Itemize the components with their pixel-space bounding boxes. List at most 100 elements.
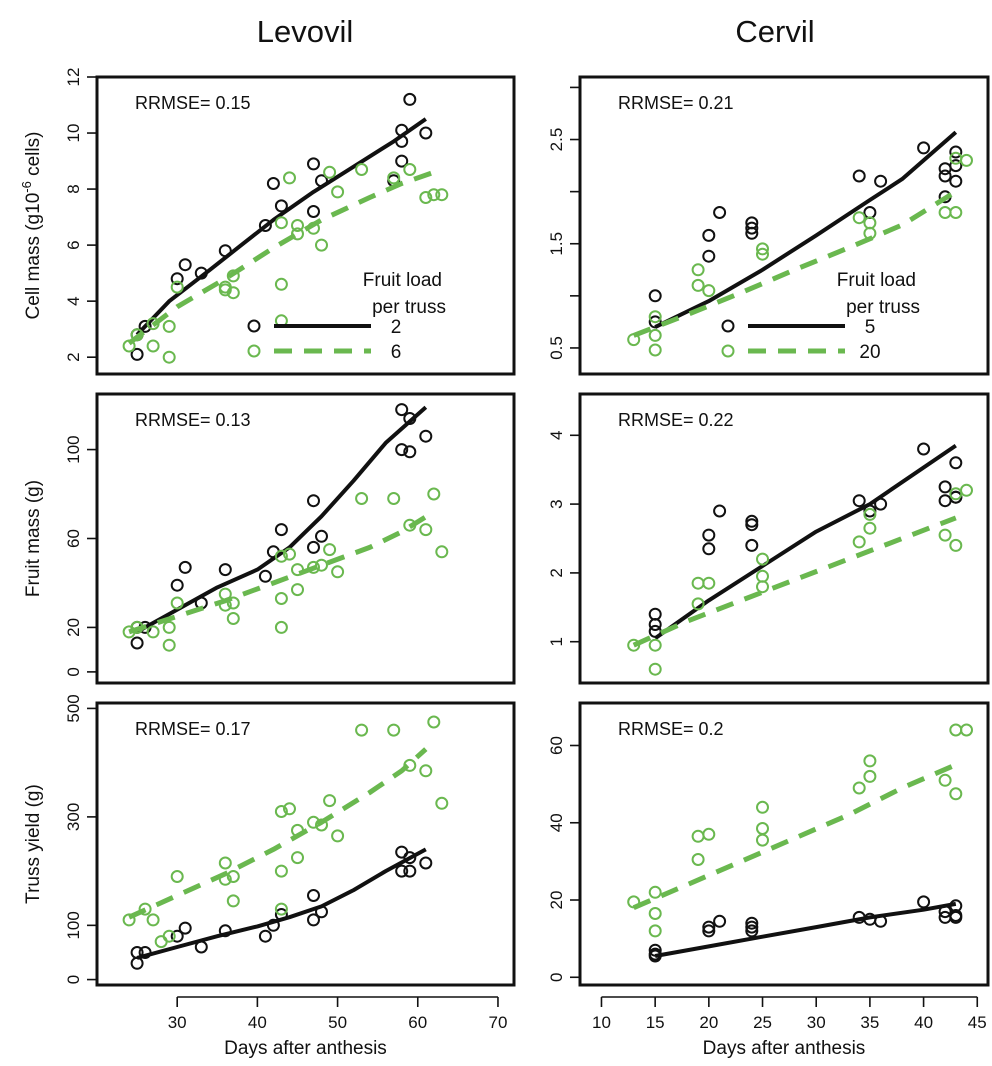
data-point-6-20	[331, 185, 345, 199]
y-tick-label: 4	[64, 296, 83, 305]
panel-cervil-2: 0 20 40 60 10 15 20 25 30 35 40 45 Days after anthes…	[547, 701, 990, 1059]
fit-line-2	[136, 405, 428, 634]
data-point-2-4	[178, 258, 192, 272]
data-point-5-8	[745, 538, 759, 552]
data-point-20-8	[756, 247, 769, 261]
y-axis-title: Truss yield (g)	[23, 784, 44, 904]
data-point-20-11	[863, 226, 877, 240]
x-tick-label: 35	[860, 1013, 879, 1032]
data-point-2-10	[307, 913, 320, 927]
data-point-20-4	[691, 597, 705, 611]
data-point-2-10	[307, 540, 320, 554]
data-point-5-3	[702, 528, 716, 542]
data-point-6-22	[387, 171, 401, 185]
data-point-6-20	[355, 723, 369, 737]
y-tick-label: 0	[547, 973, 566, 982]
data-point-2-8	[266, 918, 280, 932]
column-title-cervil: Cervil	[735, 14, 814, 49]
data-point-6-21	[387, 723, 401, 737]
data-point-20-12	[938, 206, 952, 219]
data-point-5-2	[648, 624, 662, 638]
x-tick-label: 15	[646, 1013, 665, 1032]
data-point-20-3	[648, 924, 662, 938]
legend-title-line2: per truss	[846, 297, 920, 318]
data-point-6-17	[315, 558, 328, 572]
data-point-2-1	[130, 946, 144, 959]
data-point-2-11	[307, 889, 320, 902]
data-point-6-22	[403, 518, 417, 532]
x-tick-label: 20	[699, 1013, 718, 1032]
data-point-5-3	[702, 249, 716, 263]
y-tick-label: 60	[547, 736, 566, 755]
data-point-5-17	[949, 910, 963, 924]
data-point-5-17	[949, 174, 963, 188]
data-point-2-12	[315, 174, 328, 188]
x-tick-label: 60	[408, 1013, 427, 1032]
data-point-2-18	[419, 126, 433, 140]
data-point-5-1	[648, 315, 662, 329]
legend-title-line1: Fruit load	[363, 270, 442, 291]
data-point-6-14	[283, 171, 296, 185]
data-point-6-21	[355, 163, 369, 176]
data-point-5-10	[874, 174, 888, 188]
data-point-20-2	[648, 638, 662, 652]
data-point-20-13	[938, 773, 952, 787]
data-point-6-4	[162, 620, 176, 634]
data-point-5-4	[713, 206, 727, 219]
y-tick-label: 20	[64, 618, 83, 637]
data-point-20-1	[648, 343, 662, 357]
data-point-20-2	[648, 328, 662, 342]
plot-frame	[578, 701, 990, 987]
data-point-5-16	[949, 159, 963, 173]
data-point-5-12	[917, 442, 931, 456]
panel-cervil-0: 0.5 1.5 2.5 RRMSE= 0.21 Fruit load per truss5…	[547, 75, 990, 376]
data-point-20-1	[648, 885, 662, 899]
data-point-5-8	[745, 924, 759, 938]
y-tick-label: 6	[64, 240, 83, 249]
data-point-20-16	[960, 723, 973, 737]
data-point-6-24	[427, 487, 441, 501]
data-point-20-6	[702, 284, 716, 298]
data-point-6-0	[122, 339, 136, 353]
data-point-6-12	[274, 805, 288, 818]
data-point-2-9	[274, 523, 288, 537]
data-point-5-3	[702, 920, 716, 934]
data-point-20-12	[938, 528, 952, 542]
data-point-20-0	[627, 638, 641, 652]
data-point-5-13	[938, 480, 952, 494]
data-point-20-15	[960, 153, 973, 167]
x-tick-label: 45	[968, 1013, 987, 1032]
data-point-20-15	[960, 483, 973, 497]
data-point-6-3	[154, 935, 168, 949]
data-point-20-8	[756, 822, 769, 835]
data-point-20-1	[648, 662, 662, 676]
data-point-6-18	[323, 794, 337, 808]
data-point-2-13	[395, 864, 409, 878]
data-point-5-14	[938, 162, 952, 176]
data-point-2-3	[170, 578, 184, 592]
data-point-2-7	[258, 219, 272, 232]
data-point-2-14	[395, 154, 409, 168]
data-point-5-6	[745, 221, 759, 235]
data-point-20-10	[863, 507, 877, 521]
y-tick-label: 2	[64, 352, 83, 361]
data-point-20-4	[691, 263, 705, 277]
data-point-5-15	[949, 145, 963, 159]
plot-frame	[578, 75, 990, 376]
data-point-2-4	[178, 560, 192, 574]
data-point-6-16	[307, 815, 320, 829]
rrmse-annotation: RRMSE= 0.13	[135, 410, 251, 430]
data-point-20-7	[756, 242, 769, 256]
y-tick-label: 8	[64, 184, 83, 193]
data-point-20-4	[691, 829, 705, 843]
data-point-6-22	[403, 758, 417, 772]
data-point-20-9	[852, 535, 866, 549]
data-point-6-1	[138, 902, 152, 916]
data-point-2-9	[274, 908, 288, 921]
data-point-6-5	[170, 596, 184, 610]
plot-frame	[95, 75, 516, 376]
data-point-20-0	[627, 333, 641, 347]
data-point-2-17	[419, 856, 433, 870]
legend-label-2: 2	[391, 317, 402, 338]
y-tick-label: 0	[64, 667, 83, 676]
